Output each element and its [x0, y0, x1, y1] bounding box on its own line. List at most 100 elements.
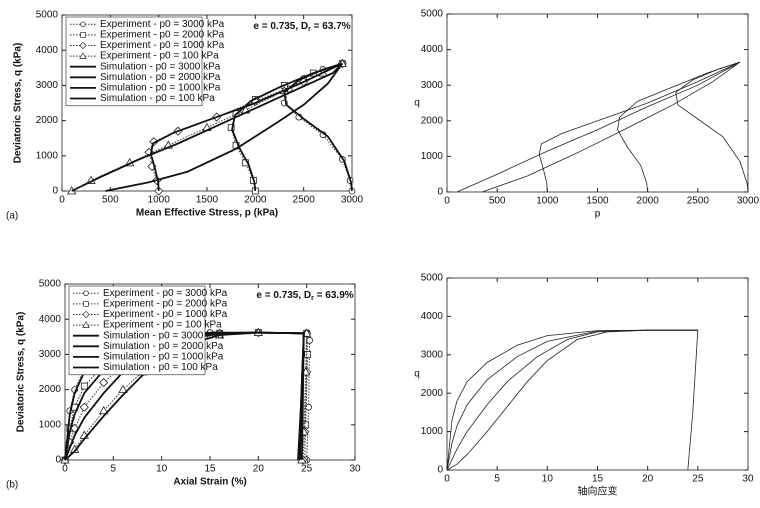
x-tick-label: 1500 [586, 196, 609, 207]
x-tick-label: 3000 [737, 196, 760, 207]
series-line [456, 61, 741, 193]
marker [83, 301, 89, 307]
x-tick-label: 5 [111, 464, 117, 475]
y-tick-label: 5000 [36, 10, 59, 21]
y-tick-label: 2000 [421, 115, 444, 126]
marker [99, 377, 109, 388]
legend-label: Simulation - p0 = 3000 kPa [103, 330, 224, 341]
x-tick-label: 5 [494, 474, 500, 485]
annotation-part: = 63.9% [314, 290, 354, 301]
legend-label: Experiment - p0 = 100 kPa [103, 320, 222, 331]
series-line [617, 61, 741, 193]
series-line [231, 62, 343, 192]
series-line [64, 332, 308, 461]
x-tick-label: 2000 [244, 195, 267, 206]
plot-frame [446, 13, 749, 193]
y-tick-label: 1000 [36, 150, 59, 161]
x-tick-label: 3000 [341, 195, 364, 206]
x-tick-label: 20 [642, 474, 654, 485]
legend-label: Experiment - p0 = 3000 kPa [100, 19, 225, 30]
legend-label: Experiment - p0 = 1000 kPa [103, 309, 228, 320]
y-tick-label: 4000 [421, 44, 444, 55]
y-axis-label: q [414, 369, 420, 380]
series-line [538, 61, 741, 193]
annotation: e = 0.735, Dr = 63.7% [253, 21, 350, 34]
y-axis-label: q [414, 98, 420, 109]
marker [118, 384, 128, 393]
marker [304, 350, 312, 358]
y-axis-label: Deviatoric Stress, q (kPa) [16, 312, 27, 433]
y-tick-label: 4000 [36, 45, 59, 56]
series-line [283, 62, 353, 192]
x-axis-label: Mean Effective Stress, p (kPa) [136, 208, 278, 219]
x-axis-label: 轴向应变 [578, 485, 618, 498]
marker [80, 21, 86, 28]
x-tick-label: 500 [102, 195, 119, 206]
y-tick-label: 5000 [421, 273, 444, 284]
y-tick-label: 0 [55, 455, 61, 466]
annotation-part: r [311, 295, 314, 302]
marker [149, 137, 159, 147]
marker [79, 41, 87, 50]
marker [82, 321, 90, 328]
annotation-part: r [308, 26, 311, 33]
marker [80, 32, 86, 38]
annotation-part: = 63.7% [311, 21, 351, 32]
x-tick-label: 0 [444, 196, 450, 207]
y-tick-label: 0 [52, 186, 58, 197]
marker [80, 382, 88, 390]
y-tick-label: 1000 [421, 426, 444, 437]
y-tick-label: 2000 [421, 388, 444, 399]
y-tick-label: 5000 [421, 9, 444, 20]
legend-label: Simulation - p0 = 100 kPa [103, 362, 218, 373]
y-tick-label: 2000 [39, 384, 62, 395]
x-tick-label: 2500 [687, 196, 710, 207]
y-tick-label: 0 [437, 187, 443, 198]
legend-label: Simulation - p0 = 100 kPa [100, 93, 215, 104]
marker [227, 124, 235, 132]
y-tick-label: 3000 [39, 349, 62, 360]
legend-label: Experiment - p0 = 100 kPa [100, 51, 219, 62]
y-tick-label: 1000 [421, 151, 444, 162]
legend-label: Experiment - p0 = 2000 kPa [103, 299, 228, 310]
marker [82, 310, 90, 319]
panel-label: (a) [6, 211, 18, 222]
panel-label: (b) [6, 480, 18, 491]
x-tick-label: 1500 [196, 195, 219, 206]
x-tick-label: 0 [62, 464, 68, 475]
y-axis-label: Deviatoric Stress, q (kPa) [13, 43, 24, 164]
x-tick-label: 15 [592, 474, 604, 485]
y-tick-label: 2000 [36, 115, 59, 126]
x-axis-label: p [595, 209, 601, 220]
x-tick-label: 15 [204, 464, 216, 475]
legend-label: Simulation - p0 = 2000 kPa [100, 72, 221, 83]
x-tick-label: 25 [301, 464, 313, 475]
x-axis-label: Axial Strain (%) [173, 477, 246, 488]
series-line [675, 61, 749, 193]
y-tick-label: 3000 [36, 80, 59, 91]
x-tick-label: 1000 [536, 196, 559, 207]
x-tick-label: 1000 [148, 195, 171, 206]
marker [98, 405, 109, 415]
y-tick-label: 0 [437, 465, 443, 476]
x-tick-label: 500 [489, 196, 506, 207]
legend-label: Experiment - p0 = 2000 kPa [100, 30, 225, 41]
legend-label: Experiment - p0 = 1000 kPa [100, 40, 225, 51]
series-line [149, 62, 343, 192]
y-tick-label: 1000 [39, 419, 62, 430]
series-line [446, 329, 699, 471]
series-line [446, 329, 698, 471]
series-line [71, 62, 344, 192]
legend-label: Experiment - p0 = 3000 kPa [103, 288, 228, 299]
x-tick-label: 25 [692, 474, 704, 485]
legend-box [65, 16, 203, 107]
legend-label: Simulation - p0 = 1000 kPa [100, 83, 221, 94]
legend-box [68, 285, 206, 376]
y-tick-label: 5000 [39, 279, 62, 290]
annotation: e = 0.735, Dr = 63.9% [256, 290, 353, 303]
marker [83, 290, 89, 297]
marker [305, 403, 313, 411]
x-tick-label: 0 [444, 474, 450, 485]
x-tick-label: 10 [156, 464, 168, 475]
x-tick-label: 30 [349, 464, 361, 475]
